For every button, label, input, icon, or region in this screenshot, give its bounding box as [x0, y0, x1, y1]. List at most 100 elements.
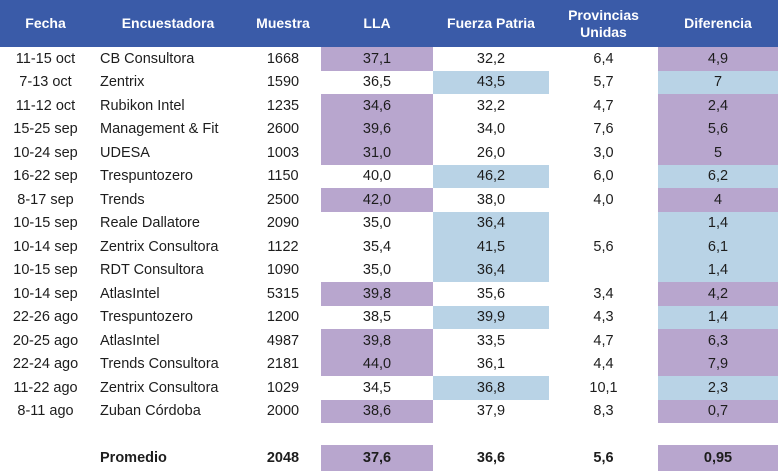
cell-provincias-unidas: 4,3: [593, 309, 614, 326]
cell-diferencia: 4,2: [658, 282, 778, 306]
cell-diferencia-value: 4,9: [658, 47, 778, 71]
table-row: 20-25 ago AtlasIntel 4987 39,8 33,5 4,7 6,3: [0, 329, 778, 353]
cell-muestra: 1235: [266, 97, 300, 114]
cell-encuestadora: CB Consultora: [100, 50, 195, 67]
header-encuestadora: Encuestadora: [121, 15, 215, 31]
cell-encuestadora: Zuban Córdoba: [100, 403, 201, 420]
cell-diferencia: 2,3: [658, 376, 778, 400]
cell-provincias-unidas: 5,7: [593, 74, 614, 91]
header-fecha: Fecha: [25, 15, 66, 31]
header-lla: LLA: [363, 15, 391, 31]
cell-fuerza-patria-value: 43,5: [433, 70, 549, 94]
header-provincias-line2: Unidas: [580, 23, 627, 40]
cell-lla-value: 38,6: [321, 399, 433, 423]
cell-fuerza-patria: 35,6: [476, 285, 506, 302]
cell-encuestadora: AtlasIntel: [100, 285, 160, 302]
table-row: 15-25 sep Management & Fit 2600 39,6 34,0 7,6…: [0, 117, 778, 141]
summary-row: Promedio 2048 37,6 36,6 5,6 0,95: [0, 445, 778, 471]
header-provincias-line1: Provincias: [568, 6, 639, 23]
cell-fuerza-patria: 46,2: [433, 164, 549, 188]
cell-lla: 39,8: [321, 329, 433, 353]
cell-diferencia: 5: [658, 141, 778, 165]
cell-diferencia-value: 2,4: [658, 94, 778, 118]
cell-diferencia-value: 6,2: [658, 164, 778, 188]
cell-lla-value: 39,6: [321, 117, 433, 141]
cell-fecha: 10-14 sep: [13, 285, 78, 302]
cell-provincias-unidas: 5,6: [593, 238, 614, 255]
cell-fecha: 11-12 oct: [15, 97, 76, 114]
cell-fuerza-patria: 39,9: [433, 305, 549, 329]
cell-muestra: 2600: [266, 121, 300, 138]
cell-muestra: 4987: [266, 332, 300, 349]
cell-fuerza-patria-value: 36,8: [433, 376, 549, 400]
cell-encuestadora: Zentrix Consultora: [100, 238, 219, 255]
cell-diferencia-value: 5: [658, 141, 778, 165]
table-body: 11-15 oct CB Consultora 1668 37,1 32,2 6,4 4,9…: [0, 47, 778, 423]
cell-lla: 35,0: [362, 262, 392, 279]
cell-diferencia: 6,3: [658, 329, 778, 353]
cell-provincias-unidas: [549, 212, 658, 236]
cell-encuestadora: Rubikon Intel: [100, 97, 185, 114]
table-header: Fecha Encuestadora Muestra LLA Fuerza Pa…: [0, 0, 778, 47]
cell-muestra: 1090: [266, 262, 300, 279]
cell-muestra: 1122: [267, 238, 299, 255]
summary-lla-value: 37,6: [321, 445, 433, 471]
cell-provincias-unidas: [549, 259, 658, 283]
cell-diferencia: 0,7: [658, 399, 778, 423]
table-row: 8-11 ago Zuban Córdoba 2000 38,6 37,9 8,3 0,7: [0, 399, 778, 423]
cell-diferencia-value: 1,4: [658, 258, 778, 282]
cell-fuerza-patria: 36,1: [476, 356, 506, 373]
cell-lla: 42,0: [321, 188, 433, 212]
summary-dif-value: 0,95: [658, 445, 778, 471]
cell-provincias-unidas: 6,4: [593, 50, 614, 67]
cell-fuerza-patria: 32,2: [476, 97, 506, 114]
cell-diferencia-value: 6,1: [658, 235, 778, 259]
summary-fp: 36,6: [476, 450, 506, 466]
spacer: [0, 423, 778, 445]
cell-fecha: 20-25 ago: [12, 332, 79, 349]
cell-muestra: 1029: [266, 379, 300, 396]
cell-encuestadora: Management & Fit: [100, 121, 219, 138]
cell-lla-value: 31,0: [321, 141, 433, 165]
cell-lla-value: 37,1: [321, 47, 433, 71]
cell-diferencia: 5,6: [658, 117, 778, 141]
cell-encuestadora: Zentrix Consultora: [100, 379, 219, 396]
cell-encuestadora: Trends Consultora: [100, 356, 219, 373]
cell-fecha: 15-25 sep: [13, 121, 78, 138]
cell-diferencia: 6,1: [658, 235, 778, 259]
cell-muestra: 2000: [266, 403, 300, 420]
cell-provincias-unidas: 3,0: [593, 144, 614, 161]
cell-encuestadora: Zentrix: [100, 74, 145, 91]
cell-diferencia: 7,9: [658, 352, 778, 376]
cell-lla-value: 34,6: [321, 94, 433, 118]
cell-encuestadora: RDT Consultora: [100, 262, 204, 279]
cell-diferencia-value: 0,7: [658, 399, 778, 423]
header-provincias-unidas: Provincias Unidas: [549, 0, 658, 47]
cell-lla: 34,6: [321, 94, 433, 118]
cell-fuerza-patria: 26,0: [476, 144, 506, 161]
cell-diferencia: 1,4: [658, 258, 778, 282]
table-row: 7-13 oct Zentrix 1590 36,5 43,5 5,7 7: [0, 70, 778, 94]
header-fuerza-patria: Fuerza Patria: [447, 15, 535, 31]
table-row: 10-14 sep Zentrix Consultora 1122 35,4 41,5 5…: [0, 235, 778, 259]
cell-fuerza-patria: 38,0: [476, 191, 506, 208]
summary-label: Promedio: [100, 450, 167, 466]
cell-diferencia-value: 5,6: [658, 117, 778, 141]
cell-muestra: 1590: [266, 74, 300, 91]
table-row: 10-15 sep Reale Dallatore 2090 35,0 36,4 1,4: [0, 211, 778, 236]
cell-diferencia: 7: [658, 70, 778, 94]
cell-fuerza-patria: 36,4: [433, 258, 549, 282]
cell-diferencia-value: 2,3: [658, 376, 778, 400]
cell-fecha: 10-24 sep: [13, 144, 78, 161]
cell-provincias-unidas: 10,1: [589, 379, 618, 396]
cell-provincias-unidas: 4,4: [593, 356, 614, 373]
cell-diferencia-value: 7,9: [658, 352, 778, 376]
cell-fecha: 22-26 ago: [12, 309, 79, 326]
cell-fuerza-patria-value: 36,4: [433, 258, 549, 282]
cell-fuerza-patria: 43,5: [433, 70, 549, 94]
cell-fuerza-patria: 37,9: [476, 403, 506, 420]
cell-provincias-unidas: 4,0: [593, 191, 614, 208]
cell-encuestadora: UDESA: [100, 144, 150, 161]
table-row: 11-15 oct CB Consultora 1668 37,1 32,2 6,4 4,9: [0, 47, 778, 71]
header-muestra: Muestra: [256, 15, 310, 31]
